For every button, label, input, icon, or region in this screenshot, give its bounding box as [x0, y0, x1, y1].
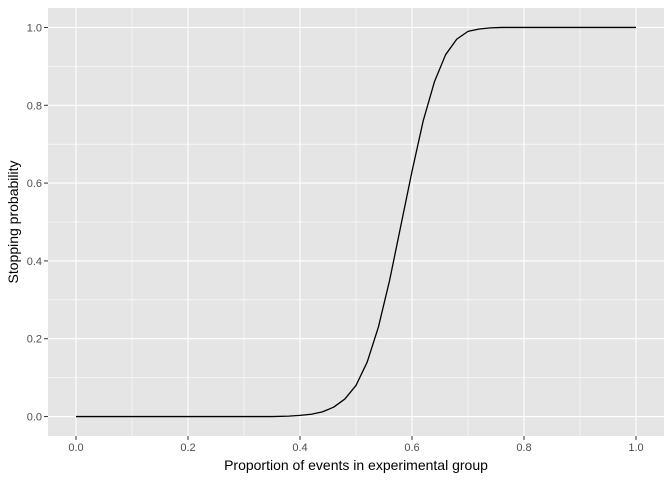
x-tick-label: 0.8 [516, 442, 531, 454]
x-tick-label: 0.0 [68, 442, 83, 454]
y-tick-label: 0.2 [27, 334, 42, 346]
minor-grid [48, 8, 664, 436]
x-tick-label: 0.6 [404, 442, 419, 454]
y-axis-title: Stopping probability [5, 161, 21, 284]
x-tick-label: 0.2 [180, 442, 195, 454]
x-tick-label: 0.4 [292, 442, 307, 454]
y-tick-label: 0.8 [27, 100, 42, 112]
x-tick-label: 1.0 [628, 442, 643, 454]
y-tick-label: 0.0 [27, 412, 42, 424]
y-axis: 0.0 0.2 0.4 0.6 0.8 1.0 [27, 22, 48, 424]
series-line [76, 26, 636, 418]
major-grid [48, 8, 664, 436]
y-tick-label: 0.4 [27, 256, 42, 268]
x-axis: 0.0 0.2 0.4 0.6 0.8 1.0 [68, 436, 644, 454]
y-tick-label: 0.6 [27, 178, 42, 190]
x-axis-title: Proportion of events in experimental gro… [224, 457, 488, 473]
data-layer [76, 26, 636, 418]
y-tick-label: 1.0 [27, 22, 42, 34]
